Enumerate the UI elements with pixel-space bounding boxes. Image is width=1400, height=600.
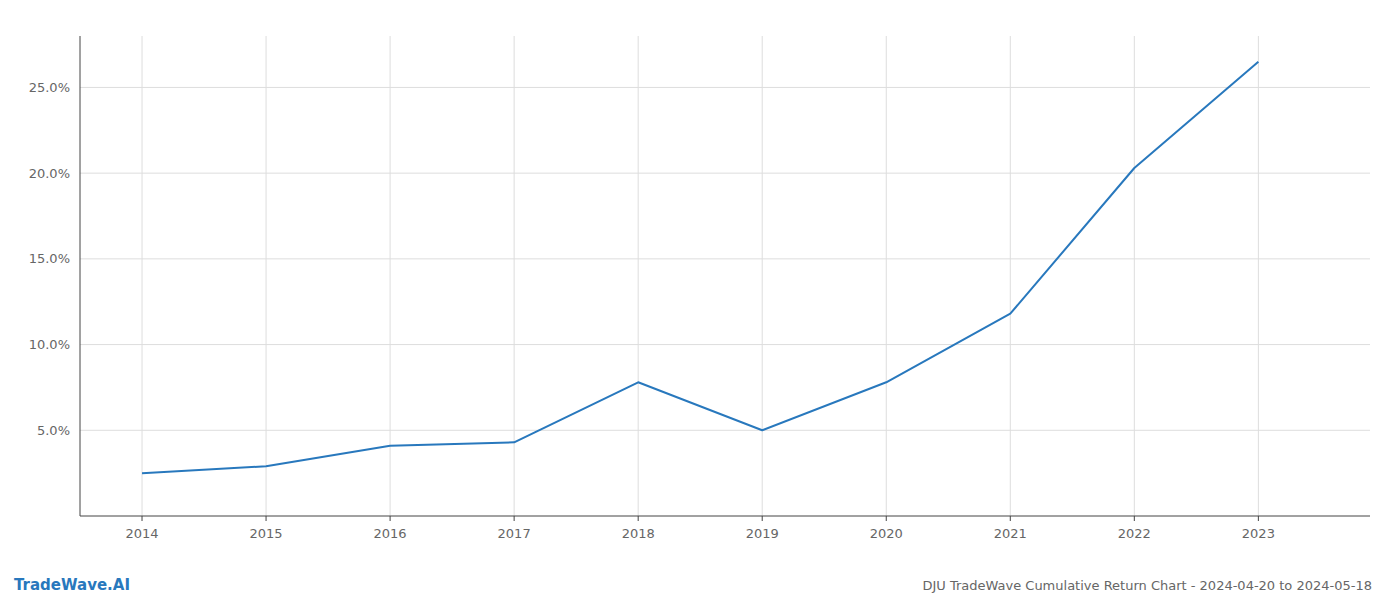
plot-area bbox=[142, 62, 1258, 473]
x-axis-line bbox=[80, 516, 1370, 517]
x-grid-line bbox=[514, 36, 515, 516]
x-tick bbox=[266, 516, 267, 521]
x-tick-label: 2018 bbox=[622, 526, 655, 541]
y-tick-label: 5.0% bbox=[37, 423, 70, 438]
x-tick-label: 2016 bbox=[374, 526, 407, 541]
x-tick-label: 2021 bbox=[994, 526, 1027, 541]
x-tick-label: 2020 bbox=[870, 526, 903, 541]
title: DJU TradeWave Cumulative Return Chart - … bbox=[922, 578, 1372, 593]
grid bbox=[80, 36, 1370, 516]
x-grid-line bbox=[266, 36, 267, 516]
x-tick bbox=[1010, 516, 1011, 521]
x-tick bbox=[142, 516, 143, 521]
x-grid-line bbox=[762, 36, 763, 516]
x-tick bbox=[390, 516, 391, 521]
y-tick-label: 10.0% bbox=[29, 337, 70, 352]
axes: 2014 2015 2016 2017 2018 2019 2020 2021 2022 2023… bbox=[29, 36, 1370, 541]
x-tick-label: 2019 bbox=[746, 526, 779, 541]
y-grid-line bbox=[80, 430, 1370, 431]
x-tick-label: 2022 bbox=[1118, 526, 1151, 541]
x-tick-label: 2014 bbox=[125, 526, 158, 541]
y-axis-line bbox=[80, 36, 81, 516]
x-tick-label: 2015 bbox=[250, 526, 283, 541]
y-grid-line bbox=[80, 258, 1370, 259]
x-grid-line bbox=[886, 36, 887, 516]
background bbox=[0, 0, 1400, 600]
data-line bbox=[142, 62, 1258, 473]
x-tick bbox=[1258, 516, 1259, 521]
y-tick-label: 15.0% bbox=[29, 251, 70, 266]
y-grid-line bbox=[80, 87, 1370, 88]
watermark: TradeWave.AI bbox=[14, 576, 130, 594]
x-tick-label: 2017 bbox=[498, 526, 531, 541]
chart: 2014 2015 2016 2017 2018 2019 2020 2021 2022 2023… bbox=[0, 0, 1400, 600]
x-grid-line bbox=[1010, 36, 1011, 516]
x-grid-line bbox=[1134, 36, 1135, 516]
y-grid-line bbox=[80, 344, 1370, 345]
x-tick-label: 2023 bbox=[1242, 526, 1275, 541]
x-grid-line bbox=[142, 36, 143, 516]
x-tick bbox=[762, 516, 763, 521]
x-grid-line bbox=[390, 36, 391, 516]
y-tick-label: 25.0% bbox=[29, 80, 70, 95]
x-grid-line bbox=[638, 36, 639, 516]
x-grid-line bbox=[1258, 36, 1259, 516]
x-tick bbox=[1134, 516, 1135, 521]
x-tick bbox=[886, 516, 887, 521]
y-grid-line bbox=[80, 173, 1370, 174]
chart-container: 2014 2015 2016 2017 2018 2019 2020 2021 2022 2023… bbox=[0, 0, 1400, 600]
x-tick bbox=[514, 516, 515, 521]
y-tick-label: 20.0% bbox=[29, 166, 70, 181]
x-tick bbox=[638, 516, 639, 521]
